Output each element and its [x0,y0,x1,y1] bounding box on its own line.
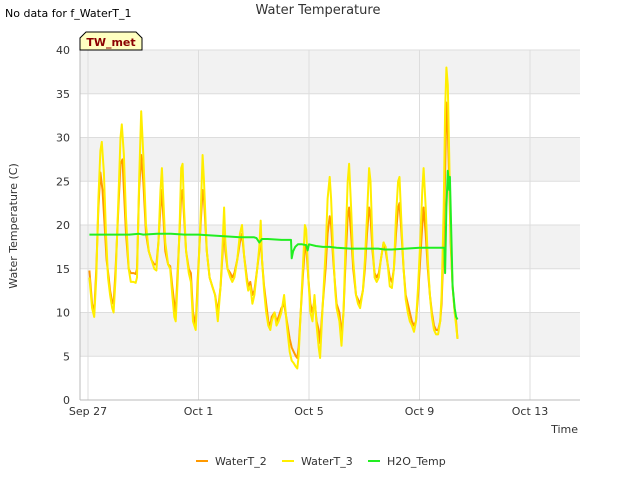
legend: WaterT_2 WaterT_3 H2O_Temp [196,455,446,468]
y-tick-label: 20 [56,219,70,232]
x-tick-label: Oct 13 [512,405,549,418]
badge-label: TW_met [86,36,135,49]
background-band [80,137,580,182]
series-line-watert-3 [88,66,459,370]
x-tick-label: Oct 9 [405,405,435,418]
y-tick-label: 10 [56,307,70,320]
y-axis-label: Water Temperature (C) [7,163,20,288]
x-tick-label: Oct 5 [294,405,324,418]
background-band [80,268,580,313]
y-tick-label: 0 [63,394,70,407]
legend-label: WaterT_3 [301,455,353,468]
y-tick-label: 35 [56,88,70,101]
y-tick-label: 25 [56,175,70,188]
y-tick-label: 5 [63,350,70,363]
series-line-h2o-temp [89,169,459,320]
background-band [80,312,580,357]
y-tick-label: 40 [56,44,70,57]
y-tick-label: 30 [56,132,70,145]
background-band [80,93,580,138]
legend-label: H2O_Temp [387,455,446,468]
badge-shape [79,31,143,51]
y-tick-labels: 0 5 10 15 20 25 30 35 40 [56,44,70,407]
series-lines [88,66,459,370]
x-axis-label: Time [550,423,578,436]
x-tick-label: Oct 1 [184,405,214,418]
y-tick-label: 15 [56,263,70,276]
x-tick-label: Sep 27 [69,405,107,418]
background-band [80,50,580,94]
tw-met-badge: TW_met [79,31,143,51]
x-tick-labels: Sep 27 Oct 1 Oct 5 Oct 9 Oct 13 [69,405,548,418]
no-data-note: No data for f_WaterT_1 [5,7,132,20]
background-band [80,356,580,400]
chart-title: Water Temperature [256,3,381,18]
legend-label: WaterT_2 [215,455,267,468]
